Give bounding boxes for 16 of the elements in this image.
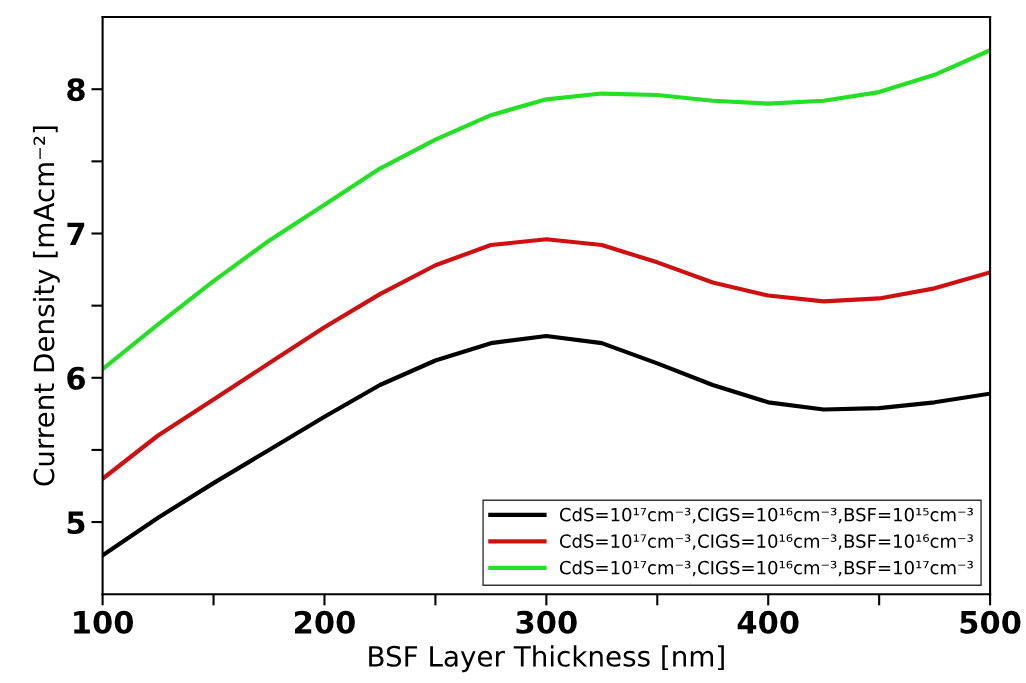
y-tick-label: 5 [67,511,85,535]
line-series [102,48,991,372]
x-axis-title: BSF Layer Thickness [nm] [369,645,724,673]
line-series [102,237,991,481]
y-tick-label: 8 [67,78,85,102]
y-tick-label: 6 [67,366,85,390]
x-tick-label: 400 [737,610,799,634]
legend-label: CdS=10¹⁷cm⁻³,CIGS=10¹⁶cm⁻³,BSF=10¹⁵cm⁻³ [559,507,973,524]
x-tick-label: 100 [74,610,134,634]
x-tick-label: 500 [960,610,1021,634]
y-axis-title: Current Density [mAcm⁻²] [32,126,60,486]
x-tick-label: 200 [295,610,355,634]
legend-label: CdS=10¹⁷cm⁻³,CIGS=10¹⁶cm⁻³,BSF=10¹⁷cm⁻³ [559,560,973,577]
y-tick-label: 7 [67,222,85,246]
x-tick-label: 300 [516,610,577,634]
legend-label: CdS=10¹⁷cm⁻³,CIGS=10¹⁶cm⁻³,BSF=10¹⁶cm⁻³ [559,533,973,550]
